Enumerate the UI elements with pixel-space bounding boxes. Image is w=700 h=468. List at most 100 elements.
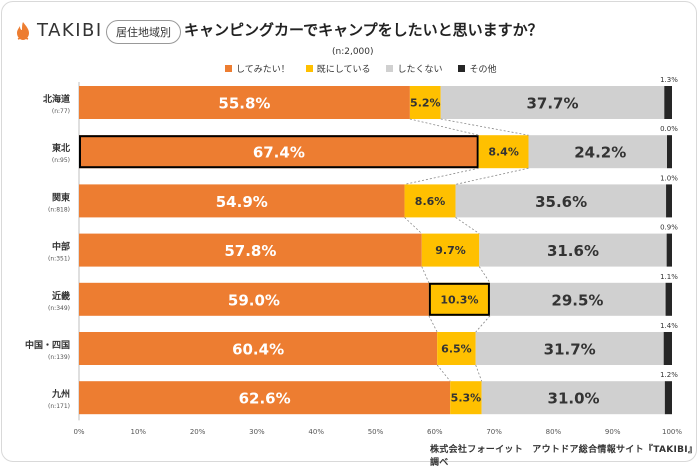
bar-segment	[481, 381, 666, 415]
data-label: 5.2%	[410, 97, 441, 110]
bar-segment	[79, 381, 451, 415]
legend-item: したくない	[386, 62, 442, 75]
data-label: 62.6%	[239, 390, 291, 408]
x-tick-label: 80%	[546, 428, 562, 436]
x-tick-label: 100%	[662, 428, 682, 436]
category-label: 関東	[52, 191, 70, 203]
data-label: 8.6%	[415, 195, 446, 208]
x-tick-label: 70%	[486, 428, 502, 436]
connector-line	[440, 118, 529, 136]
category-n-label: (n:77)	[52, 108, 70, 115]
data-label: 67.4%	[253, 144, 305, 162]
connector-line	[475, 364, 483, 382]
data-label: 37.7%	[526, 95, 578, 113]
connector-line	[404, 167, 479, 185]
legend-item: その他	[458, 62, 497, 75]
bar-segment	[489, 282, 665, 316]
highlight-box	[79, 135, 479, 169]
connector-line	[421, 266, 430, 283]
bar-segment	[455, 184, 667, 218]
connector-line	[455, 167, 529, 185]
data-label: 57.8%	[224, 242, 276, 260]
bar-segment	[528, 135, 672, 169]
sample-size: (n:2,000)	[332, 47, 374, 57]
data-label: 59.0%	[228, 291, 280, 309]
bar-segment	[440, 86, 665, 119]
category-label: 九州	[51, 388, 70, 400]
connector-line	[475, 315, 491, 333]
x-tick-label: 50%	[368, 428, 384, 436]
category-label: 東北	[52, 142, 70, 154]
data-label: 1.3%	[660, 76, 678, 84]
data-label: 5.3%	[451, 392, 482, 405]
category-label: 北海道	[43, 93, 70, 105]
x-tick-label: 90%	[605, 428, 621, 436]
data-label: 1.1%	[660, 273, 678, 281]
legend-label: その他	[469, 65, 497, 75]
connector-line	[436, 364, 451, 382]
category-n-label: (n:351)	[48, 256, 70, 263]
category-label: 中国・四国	[25, 339, 70, 351]
brand-name: TAKIBI	[37, 20, 103, 41]
data-label: 6.5%	[441, 343, 472, 356]
legend-swatch	[305, 65, 313, 72]
data-label: 0.0%	[660, 125, 678, 133]
data-label: 24.2%	[574, 144, 626, 162]
card-frame	[1, 1, 697, 462]
bar-segment	[665, 282, 672, 316]
data-label: 29.5%	[551, 291, 603, 309]
legend-swatch	[386, 65, 394, 72]
legend-swatch	[225, 65, 232, 72]
data-label: 60.4%	[232, 341, 284, 359]
x-tick-label: 60%	[427, 428, 443, 436]
legend-item: してみたい！	[225, 62, 290, 75]
bar-segment	[421, 233, 480, 267]
connector-line	[409, 118, 479, 136]
data-label: 31.0%	[548, 390, 600, 408]
bar-segment	[479, 233, 667, 267]
bar-segment	[79, 184, 405, 218]
data-label: 8.4%	[488, 146, 519, 159]
data-label: 54.9%	[216, 193, 268, 211]
connector-line	[455, 217, 480, 234]
bar-segment	[79, 86, 410, 119]
data-label: 9.7%	[435, 244, 466, 257]
bar-segment	[409, 86, 441, 119]
x-tick-label: 40%	[308, 428, 324, 436]
flame-icon	[17, 21, 29, 40]
x-tick-label: 0%	[73, 428, 84, 436]
data-label: 55.8%	[218, 95, 270, 113]
bar-segment	[666, 233, 672, 267]
bar-segment	[664, 86, 672, 119]
connector-line	[404, 217, 423, 234]
bar-segment	[79, 282, 429, 316]
x-tick-label: 30%	[249, 428, 265, 436]
category-n-label: (n:95)	[52, 157, 70, 164]
bar-segment	[664, 381, 672, 415]
bar-segment	[475, 332, 664, 365]
x-tick-label: 10%	[131, 428, 147, 436]
bar-segment	[478, 135, 529, 169]
bar-segment	[663, 332, 672, 365]
category-n-label: (n:171)	[48, 403, 70, 410]
data-label: 1.2%	[660, 371, 678, 379]
bar-segment	[667, 135, 672, 169]
legend-label: してみたい！	[236, 65, 290, 75]
bar-segment	[437, 332, 476, 365]
legend-item: 既にしている	[305, 62, 371, 75]
bar-segment	[404, 184, 456, 218]
region-tag: 居住地域別	[106, 20, 181, 44]
legend-label: 既にしている	[316, 65, 371, 75]
bar-segment	[450, 381, 482, 415]
category-label: 近畿	[52, 290, 70, 302]
bar-segment	[79, 135, 479, 169]
category-label: 中部	[52, 241, 70, 253]
connector-line	[478, 266, 491, 284]
data-label: 35.6%	[535, 193, 587, 211]
highlight-box	[428, 282, 490, 316]
bar-segment	[428, 282, 490, 316]
brand-logo: TAKIBI	[14, 20, 103, 41]
bar-segment	[79, 233, 422, 267]
legend-label: したくない	[397, 65, 443, 75]
